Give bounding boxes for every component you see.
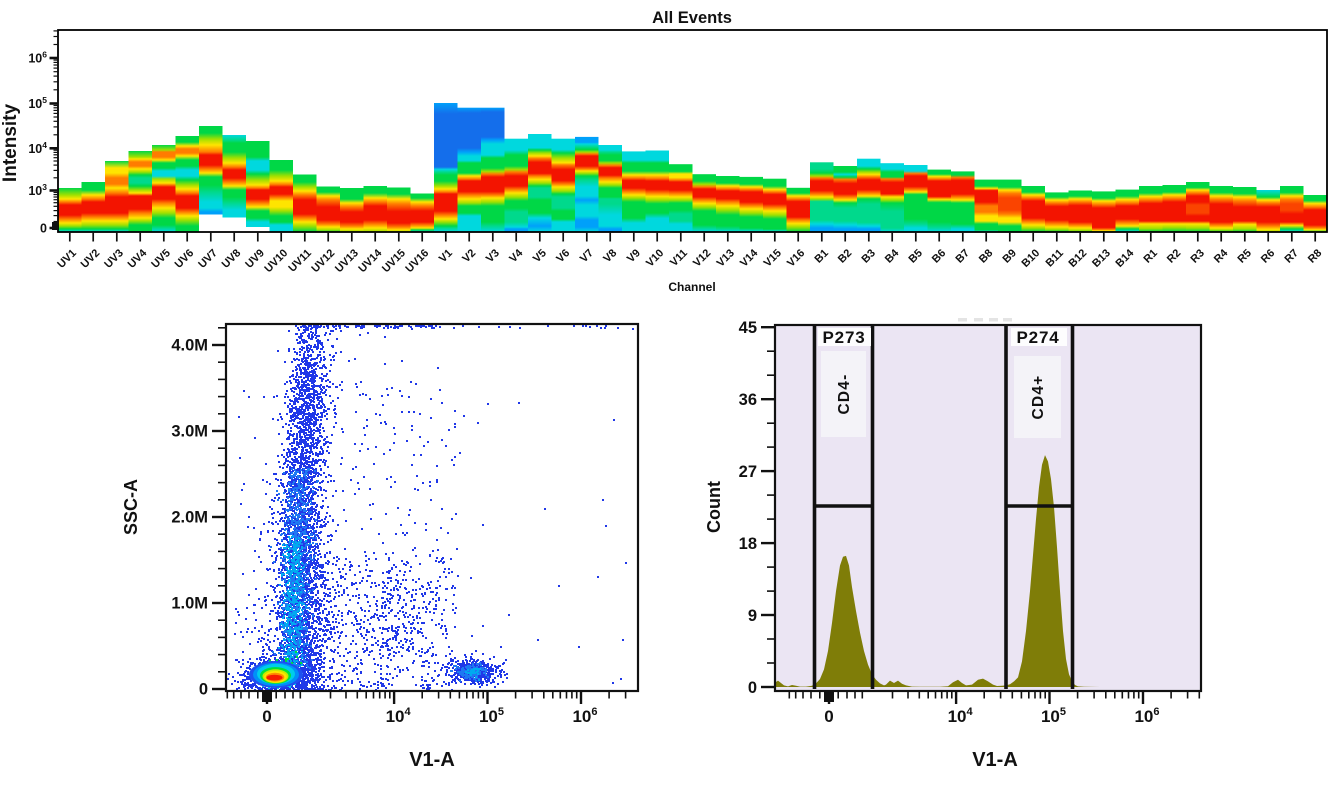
svg-text:27: 27 bbox=[739, 463, 757, 481]
svg-text:CD4-: CD4- bbox=[836, 374, 853, 415]
svg-text:0: 0 bbox=[199, 681, 208, 699]
svg-text:36: 36 bbox=[739, 391, 757, 409]
svg-text:V1-A: V1-A bbox=[409, 749, 455, 771]
svg-text:18: 18 bbox=[739, 535, 757, 553]
svg-text:2.0M: 2.0M bbox=[171, 509, 208, 527]
svg-text:0: 0 bbox=[748, 679, 757, 697]
svg-text:CD4+: CD4+ bbox=[1030, 375, 1047, 420]
svg-text:105: 105 bbox=[1041, 706, 1066, 726]
svg-text:1.0M: 1.0M bbox=[171, 595, 208, 613]
svg-text:4.0M: 4.0M bbox=[171, 337, 208, 355]
svg-text:0: 0 bbox=[824, 707, 833, 726]
svg-text:Channel: Channel bbox=[668, 280, 715, 294]
svg-text:V1-A: V1-A bbox=[972, 749, 1018, 771]
svg-text:0: 0 bbox=[40, 222, 47, 236]
svg-text:0: 0 bbox=[262, 707, 271, 726]
svg-text:45: 45 bbox=[739, 319, 757, 337]
svg-text:All Events: All Events bbox=[652, 9, 732, 27]
svg-text:9: 9 bbox=[748, 607, 757, 625]
svg-text:106: 106 bbox=[1134, 706, 1159, 726]
svg-text:Intensity: Intensity bbox=[0, 104, 21, 183]
svg-text:Count: Count bbox=[704, 481, 724, 533]
svg-text:P273: P273 bbox=[823, 328, 866, 347]
svg-text:106: 106 bbox=[572, 706, 597, 726]
svg-text:SSC-A: SSC-A bbox=[121, 479, 141, 535]
svg-text:P274: P274 bbox=[1017, 328, 1060, 347]
svg-text:3.0M: 3.0M bbox=[171, 423, 208, 441]
svg-text:105: 105 bbox=[479, 706, 504, 726]
